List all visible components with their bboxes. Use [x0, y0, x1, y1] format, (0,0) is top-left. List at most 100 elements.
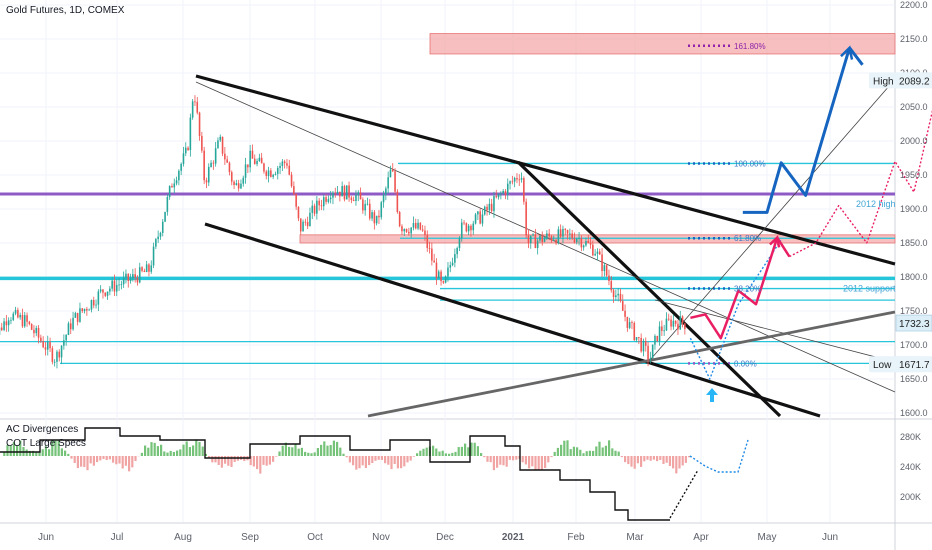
ac-bar	[172, 451, 175, 456]
candle-body	[184, 147, 187, 154]
ac-bar	[102, 456, 105, 459]
ac-bar	[281, 445, 284, 456]
candle-body	[226, 159, 228, 163]
ac-bar	[620, 456, 623, 458]
ac-bar	[108, 456, 111, 460]
ac-bar	[470, 442, 473, 456]
ac-bar	[515, 456, 518, 460]
candle-body	[552, 239, 555, 241]
ac-bar	[64, 450, 67, 456]
price-tag-label: Low	[873, 360, 892, 371]
ac-bar	[336, 441, 339, 456]
ac-bar	[160, 444, 163, 456]
candle-body	[647, 345, 649, 360]
candle-body	[433, 260, 435, 263]
x-tick-label: 2021	[502, 532, 525, 543]
candle-body	[339, 191, 341, 197]
candle-body	[58, 351, 61, 358]
candle-body	[5, 321, 8, 326]
candle-body	[649, 358, 652, 360]
candle-body	[343, 186, 346, 200]
ac-bar	[204, 453, 207, 456]
candle-body	[157, 236, 159, 240]
candle-body	[79, 308, 81, 322]
candle-body	[500, 193, 502, 195]
ac-bar	[300, 447, 303, 456]
candle-body	[523, 178, 525, 202]
candle-body	[33, 329, 35, 334]
candle-body	[658, 326, 661, 342]
ac-bar	[419, 450, 422, 456]
ac-bar	[227, 456, 230, 466]
ac-bar	[99, 456, 102, 461]
candle-body	[557, 229, 560, 244]
candle-body	[578, 238, 580, 239]
ac-bar	[278, 451, 281, 456]
ac-bar	[16, 445, 19, 456]
candle-body	[656, 335, 659, 342]
x-tick-label: Nov	[372, 532, 390, 543]
candle-body	[352, 199, 355, 201]
candle-body	[120, 284, 123, 286]
candle-body	[559, 229, 562, 237]
ac-bar	[332, 440, 335, 456]
ac-bar	[592, 450, 595, 456]
candle-body	[359, 192, 362, 200]
ac-bar	[387, 456, 390, 465]
candle-body	[279, 165, 281, 169]
candle-body	[265, 171, 268, 176]
candle-body	[309, 212, 311, 227]
candle-body	[115, 284, 118, 292]
ac-bar	[646, 456, 649, 460]
candle-body	[267, 170, 270, 176]
y-tick-label: 2000.0	[900, 136, 928, 146]
ac-bar	[345, 456, 348, 458]
ac-bar	[112, 456, 115, 463]
ac-bar	[83, 456, 86, 468]
candle-body	[164, 211, 166, 222]
candle-body	[201, 135, 203, 151]
candle-body	[474, 214, 477, 224]
ac-bar	[665, 456, 668, 463]
ac-bar	[649, 456, 652, 461]
ac-bar	[105, 456, 108, 461]
ac-bar	[339, 447, 342, 456]
candle-body	[230, 172, 233, 182]
candle-body	[421, 229, 424, 231]
ac-bar	[480, 453, 483, 456]
candle-body	[276, 168, 279, 174]
ac-bar	[425, 447, 428, 456]
ac-bar	[524, 456, 527, 465]
candle-body	[99, 289, 102, 292]
candle-body	[378, 215, 380, 218]
ac-bar	[374, 456, 377, 461]
candle-body	[612, 290, 615, 298]
candle-body	[297, 206, 300, 219]
ac-bar	[176, 450, 179, 456]
ac-bar	[147, 447, 150, 456]
candle-body	[270, 170, 272, 177]
ac-bar	[393, 456, 396, 464]
candle-body	[511, 181, 514, 183]
ac-bar	[361, 456, 364, 466]
candle-body	[674, 320, 677, 324]
ac-bar	[422, 448, 425, 456]
candle-body	[104, 292, 107, 296]
y-tick-label: 1600.0	[900, 408, 928, 418]
ac-bar	[294, 443, 297, 456]
ac-bar	[262, 456, 265, 465]
fib-label: 161.80%	[734, 42, 766, 51]
osc-projection-black	[669, 469, 699, 519]
candle-body	[603, 265, 606, 272]
candle-body	[665, 318, 668, 331]
ac-bar	[192, 445, 195, 456]
trend-line	[204, 222, 821, 418]
ac-bar	[371, 456, 374, 463]
ac-bar	[400, 456, 403, 469]
ac-bar	[444, 453, 447, 456]
candle-body	[396, 191, 399, 213]
candle-body	[233, 181, 235, 186]
candle-body	[19, 314, 21, 318]
